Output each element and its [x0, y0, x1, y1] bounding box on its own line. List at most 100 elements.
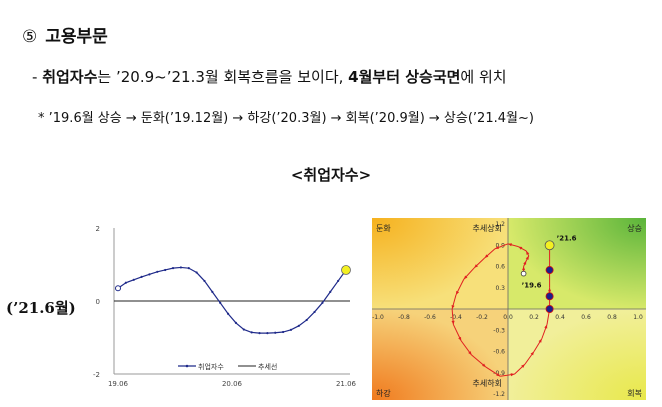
series-point	[132, 278, 135, 281]
trajectory-arrowhead	[456, 290, 460, 295]
quad-y-tick-label: -0.6	[493, 349, 505, 356]
quad-y-tick-label: 0.6	[495, 264, 505, 271]
quadrant-contraction-bg	[372, 309, 508, 400]
quadrant-expansion-bg	[508, 218, 646, 309]
trajectory-marker	[545, 292, 554, 301]
trajectory-arrowhead	[522, 266, 526, 271]
trajectory-arrowhead	[495, 246, 499, 249]
quad-x-tick-label: 1.0	[633, 314, 643, 321]
x-tick-label: 21.06	[336, 380, 357, 388]
summary-bold1: 취업자수	[42, 68, 98, 86]
quad-y-tick-label: -0.3	[493, 327, 505, 334]
trajectory-arrowhead	[521, 364, 525, 368]
trajectory-arrowhead	[530, 351, 534, 356]
series-latest-point	[341, 265, 351, 275]
trajectory-arrowhead	[463, 275, 468, 280]
quad-y-tick-label: 1.2	[495, 221, 505, 228]
series-point	[164, 268, 167, 272]
quadrant-label-bottom-left: 하강	[376, 388, 391, 398]
legend-employment-label: 취업자수	[198, 362, 224, 371]
quadrant-label-top-left: 둔화	[376, 224, 391, 233]
series-start-point	[115, 285, 121, 292]
trajectory-arrowhead	[548, 287, 552, 292]
start-point-label: ’19.6	[522, 282, 542, 290]
trajectory-arrowhead	[523, 260, 527, 265]
series-point	[242, 328, 245, 331]
quad-x-tick-label: -1.0	[372, 314, 384, 321]
series-point	[266, 332, 269, 335]
series-point	[179, 266, 182, 269]
series-point	[321, 301, 324, 304]
quad-x-tick-label: 0.4	[555, 314, 565, 321]
quad-x-tick-label: -0.2	[476, 314, 488, 321]
trajectory-arrowhead	[496, 372, 501, 377]
quad-x-tick-label: 0.6	[581, 314, 591, 321]
y-tick-label: -2	[93, 371, 100, 379]
business-cycle-quadrant-chart: -1.0 -0.8 -0.6 -0.4 -0.2 0.0 0.2 0.4 0.6 0.8 1.0 1.…	[372, 218, 646, 400]
series-point	[171, 267, 175, 270]
trajectory-arrowhead	[484, 254, 489, 258]
series-point	[203, 279, 206, 283]
employment-series-line	[117, 266, 347, 334]
x-tick-label: 19.06	[108, 380, 129, 388]
quad-y-tick-label: 0.9	[495, 242, 505, 249]
quadrant-label-top-right: 상승	[627, 223, 642, 233]
latest-point-label: ’21.6	[557, 234, 577, 242]
trajectory-arrowhead	[525, 255, 529, 260]
quad-x-tick-label: -0.6	[424, 314, 436, 321]
series-point	[289, 328, 293, 331]
series-point	[219, 301, 222, 304]
summary-bold2: 4월부터 상승국면	[348, 68, 461, 86]
legend-employment-marker	[185, 364, 189, 368]
trajectory-latest-point	[544, 240, 555, 251]
quad-x-tick-label: 0.2	[529, 314, 539, 321]
x-tick-label: 20.06	[222, 380, 243, 388]
series-point	[156, 270, 159, 273]
summary-text1: 는 ’20.9~’21.3월 회복흐름을 보이다,	[97, 68, 349, 86]
trajectory-arrowhead	[510, 373, 515, 377]
trajectory-start-point	[520, 270, 527, 277]
summary-text2: 에 위치	[460, 68, 507, 86]
series-point	[234, 321, 238, 324]
trajectory-arrowhead	[526, 250, 530, 255]
series-point	[140, 275, 143, 279]
trajectory-arrowhead	[458, 336, 462, 341]
trajectory-arrowhead	[468, 351, 472, 356]
trajectory-arrowhead	[538, 338, 542, 343]
series-point	[337, 279, 340, 283]
trajectory-arrowhead	[544, 324, 548, 329]
series-point	[313, 310, 316, 314]
legend-trend-label: 추세선	[258, 362, 277, 371]
series-point	[305, 318, 308, 322]
series-point	[195, 271, 198, 274]
axis-annotation-top: 추세상회	[473, 223, 502, 233]
employment-line-chart: 2 0 -2 19.06 20.06 21.06 취업자수 추세선	[93, 225, 357, 388]
quad-y-tick-label: -1.2	[493, 391, 505, 398]
trajectory-arrowhead	[518, 246, 523, 250]
trajectory-arrowhead	[482, 363, 486, 368]
series-point	[124, 281, 127, 284]
quad-x-tick-label: 0.8	[607, 314, 617, 321]
trajectory-arrowhead	[451, 305, 455, 309]
series-point	[211, 290, 214, 293]
trajectory-marker	[545, 266, 554, 275]
trajectory-arrowhead	[474, 264, 478, 268]
note-line: * ’19.6월 상승 → 둔화(’19.12월) → 하강(’20.3월) →…	[38, 111, 534, 126]
quadrant-recovery-bg	[508, 309, 646, 400]
quad-x-tick-label: -0.8	[398, 314, 410, 321]
trajectory-arrowhead	[508, 243, 512, 247]
y-tick-label: 0	[96, 298, 100, 306]
date-label: (’21.6월)	[6, 299, 76, 317]
trajectory-marker	[545, 305, 554, 314]
series-point	[148, 273, 151, 276]
series-point	[297, 324, 300, 327]
chart-title: <취업자수>	[290, 166, 372, 184]
quad-y-tick-label: 0.3	[495, 285, 505, 292]
series-point	[282, 330, 285, 334]
quad-x-tick-label: -0.4	[450, 314, 462, 321]
quadrant-slowdown-bg	[372, 218, 508, 309]
series-point	[329, 290, 332, 293]
heading-title: 고용부문	[45, 27, 108, 47]
y-tick-label: 2	[96, 225, 100, 233]
trajectory-arrowhead	[451, 320, 455, 325]
